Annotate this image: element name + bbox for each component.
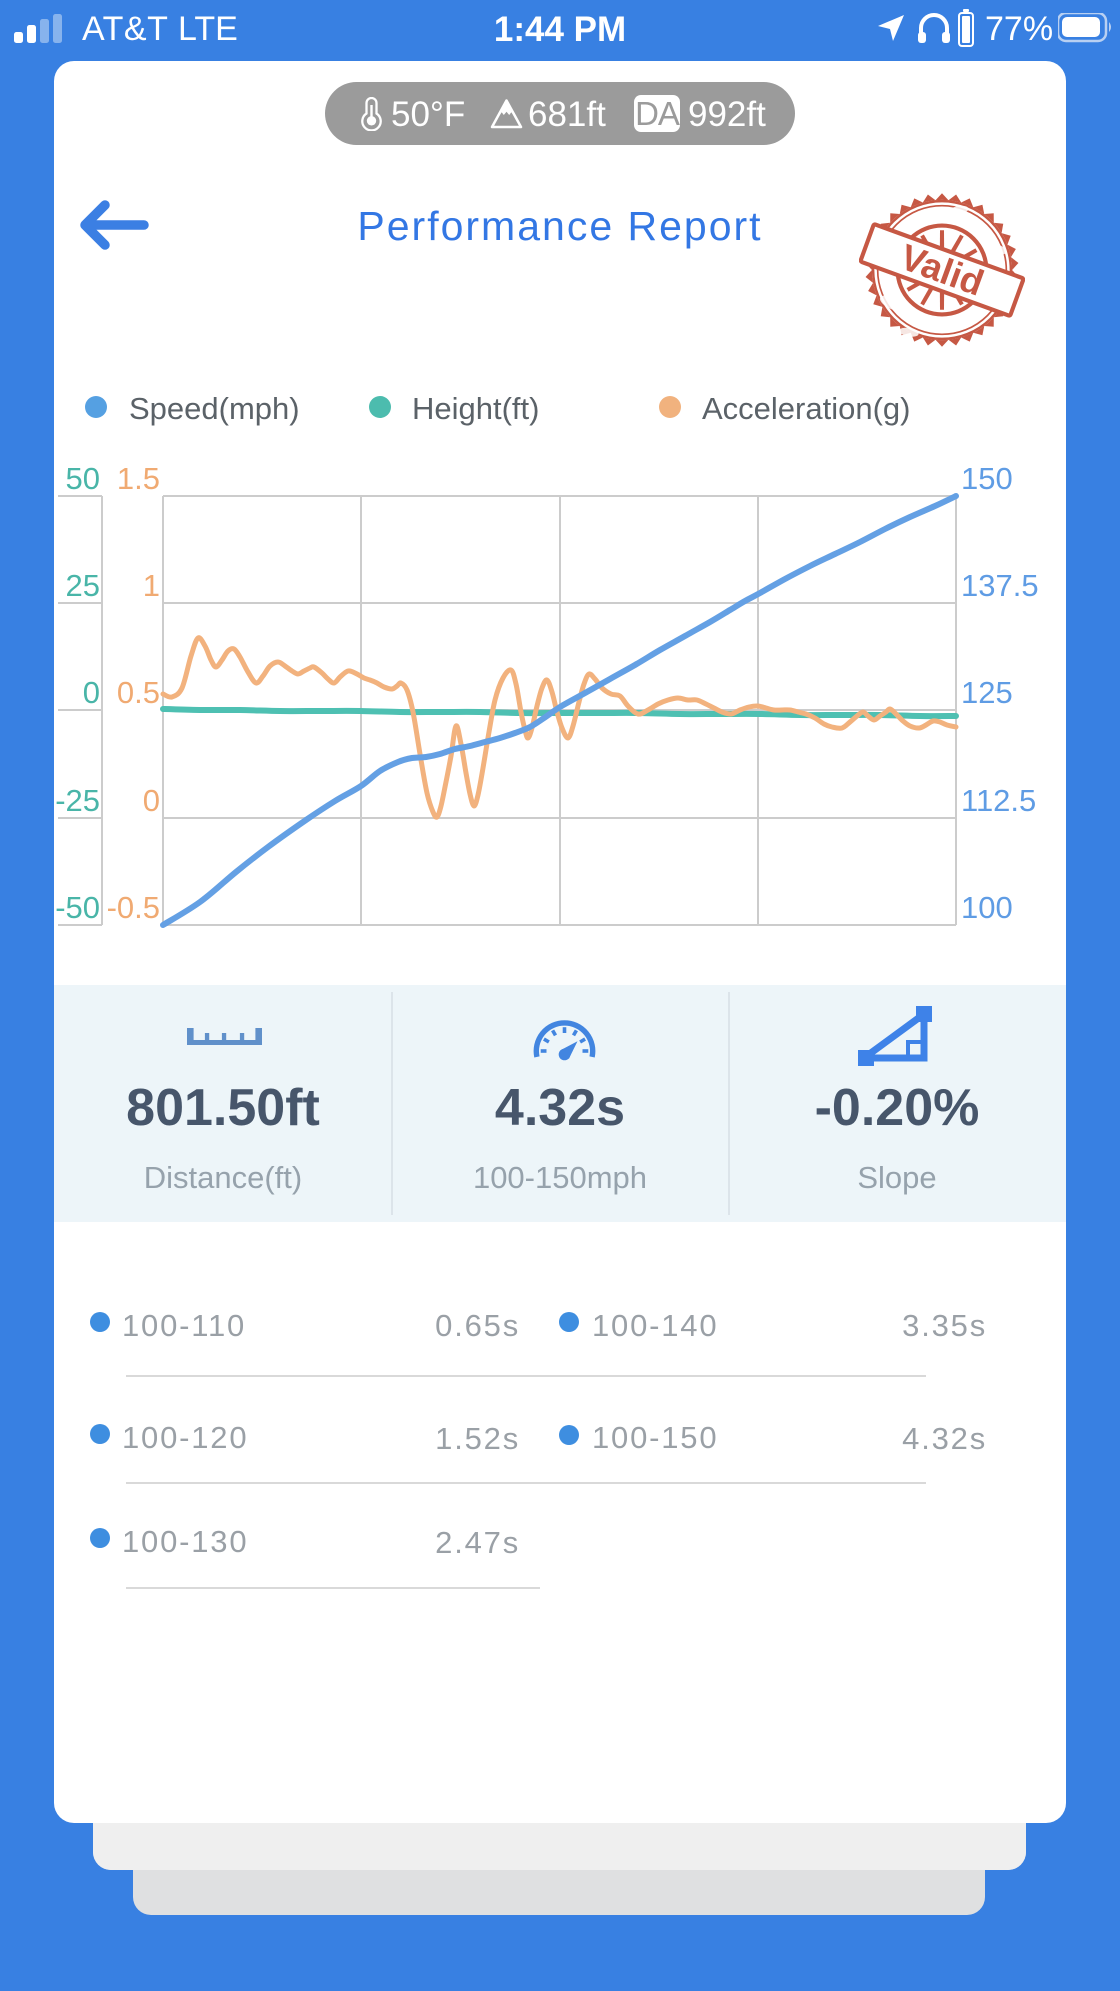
svg-text:0: 0 bbox=[143, 783, 160, 818]
svg-text:100: 100 bbox=[961, 890, 1013, 925]
svg-text:1.5: 1.5 bbox=[117, 461, 160, 496]
svg-text:-0.5: -0.5 bbox=[107, 890, 160, 925]
svg-text:0.5: 0.5 bbox=[117, 675, 160, 710]
svg-text:0: 0 bbox=[83, 675, 100, 710]
svg-text:137.5: 137.5 bbox=[961, 568, 1039, 603]
svg-text:-25: -25 bbox=[55, 783, 100, 818]
svg-text:-50: -50 bbox=[55, 890, 100, 925]
svg-text:1: 1 bbox=[143, 568, 160, 603]
svg-text:125: 125 bbox=[961, 675, 1013, 710]
svg-text:112.5: 112.5 bbox=[961, 783, 1036, 818]
svg-text:25: 25 bbox=[66, 568, 100, 603]
svg-text:150: 150 bbox=[961, 461, 1013, 496]
svg-text:50: 50 bbox=[66, 461, 100, 496]
